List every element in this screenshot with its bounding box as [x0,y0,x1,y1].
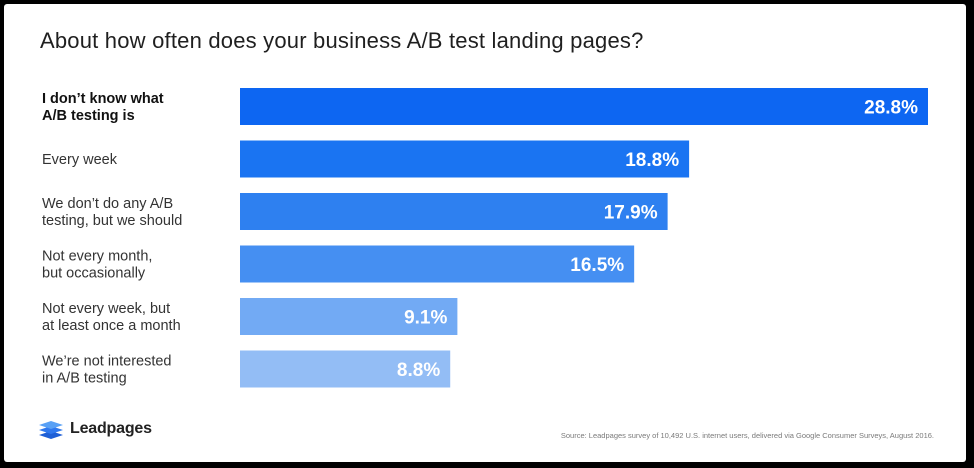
bar-5 [240,350,451,388]
category-label-0: I don’t know what A/B testing is [42,91,164,124]
bar-0 [240,88,928,125]
bar-2 [240,193,668,230]
category-label-2: We don’t do any A/B testing, but we shoul… [42,196,182,229]
category-label-1: Every week [42,152,118,168]
bar-value-label-5: 8.8% [397,360,440,381]
bar-3 [240,245,635,283]
chart-card: About how often does your business A/B t… [4,4,966,462]
category-label-5: We’re not interested in A/B testing [42,354,172,387]
bar-4 [240,298,458,335]
bar-value-label-4: 9.1% [404,308,447,329]
bar-value-label-0: 28.8% [864,98,918,119]
bar-chart: 28.8% I don’t know what A/B testing is 18.8… [42,88,928,388]
source-note: Source: Leadpages survey of 10,492 U.S. … [560,431,934,440]
category-label-3: Not every month, but occasionally [42,249,152,282]
category-label-4: Not every week, but at least once a month [42,301,181,334]
bar-1 [240,140,690,178]
chart-title: About how often does your business A/B t… [40,28,644,53]
stack-icon [39,421,63,439]
bar-value-label-2: 17.9% [604,203,658,224]
logo-text: Leadpages [70,420,152,437]
leadpages-logo: Leadpages [38,419,152,439]
bar-value-label-3: 16.5% [570,255,624,276]
bar-value-label-1: 18.8% [625,150,679,171]
